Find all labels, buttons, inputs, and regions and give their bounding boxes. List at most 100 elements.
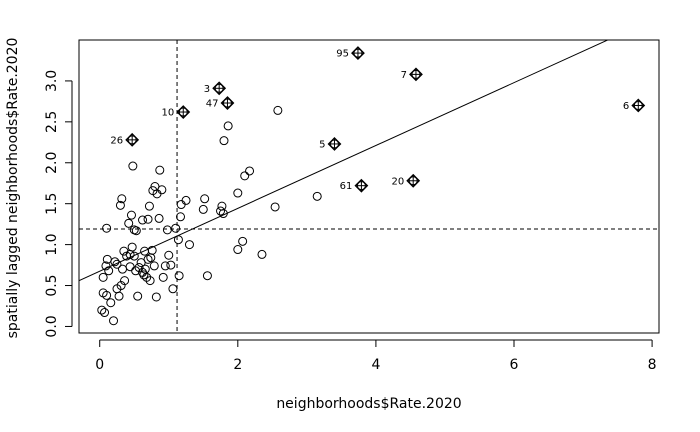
influential-point-label: 95 bbox=[336, 49, 349, 60]
data-point bbox=[174, 271, 184, 281]
data-point bbox=[233, 188, 243, 198]
data-point bbox=[146, 253, 156, 263]
data-point bbox=[104, 266, 114, 276]
x-tick-label: 2 bbox=[233, 357, 242, 373]
data-point bbox=[102, 290, 112, 300]
data-point bbox=[145, 276, 155, 286]
data-point bbox=[133, 291, 143, 301]
data-point bbox=[184, 240, 194, 250]
influential-point-label: 47 bbox=[206, 99, 219, 110]
data-point bbox=[154, 213, 164, 223]
plot-inner bbox=[79, 40, 659, 333]
data-point bbox=[240, 171, 250, 181]
data-point bbox=[127, 242, 137, 252]
data-point bbox=[143, 214, 153, 224]
data-point bbox=[102, 223, 112, 233]
data-point bbox=[238, 236, 248, 246]
data-point bbox=[117, 194, 127, 204]
influential-point bbox=[351, 46, 365, 61]
data-point bbox=[109, 316, 119, 326]
data-point bbox=[216, 206, 226, 216]
y-tick-label: 1.5 bbox=[44, 193, 60, 215]
data-point bbox=[176, 212, 185, 222]
influential-point bbox=[176, 105, 191, 119]
data-point bbox=[100, 308, 110, 318]
data-point bbox=[171, 223, 181, 233]
data-point bbox=[98, 272, 108, 282]
data-point bbox=[143, 254, 153, 264]
influential-point bbox=[125, 132, 140, 147]
influential-point bbox=[406, 173, 421, 188]
data-point bbox=[162, 225, 172, 235]
influential-point-label: 61 bbox=[340, 181, 353, 192]
y-tick-label: 2.5 bbox=[44, 111, 60, 133]
y-tick-label: 3.0 bbox=[44, 70, 60, 92]
y-axis-label: spatially lagged neighborhoods$Rate.2020 bbox=[5, 38, 21, 339]
data-point bbox=[131, 226, 141, 236]
x-tick-label: 4 bbox=[371, 357, 380, 373]
y-tick-label: 0.0 bbox=[44, 315, 60, 337]
influential-point-label: 3 bbox=[204, 84, 210, 95]
influential-point bbox=[212, 81, 227, 96]
influential-point bbox=[354, 178, 369, 193]
data-point bbox=[129, 251, 139, 261]
data-point bbox=[257, 249, 267, 259]
data-point bbox=[120, 276, 130, 286]
data-point bbox=[138, 215, 148, 225]
influential-point bbox=[220, 96, 235, 110]
influential-point-label: 10 bbox=[162, 108, 175, 119]
data-point bbox=[158, 272, 168, 282]
influential-point-label: 26 bbox=[110, 135, 123, 146]
data-point bbox=[160, 261, 170, 271]
data-point bbox=[245, 166, 255, 176]
y-axis: 0.0 0.5 1.0 1.5 2.0 2.5 3.0 bbox=[44, 70, 73, 338]
data-point bbox=[112, 259, 122, 269]
data-point bbox=[166, 260, 176, 270]
data-point bbox=[173, 235, 183, 245]
data-point bbox=[110, 257, 120, 267]
plot-region: 95 7 3 47 10 6 26 5 20 61 bbox=[78, 39, 660, 334]
x-axis-label: neighborhoods$Rate.2020 bbox=[276, 396, 461, 412]
data-point bbox=[168, 284, 178, 294]
data-point bbox=[155, 165, 165, 175]
y-tick-label: 1.0 bbox=[44, 233, 60, 255]
x-tick-label: 6 bbox=[510, 357, 519, 373]
influential-point-label: 5 bbox=[319, 139, 325, 150]
x-axis: 0 2 4 6 8 bbox=[95, 339, 657, 373]
data-point bbox=[131, 266, 141, 276]
data-point bbox=[202, 271, 212, 281]
data-point bbox=[97, 305, 107, 315]
data-point bbox=[124, 218, 134, 228]
y-tick-label: 2.0 bbox=[44, 152, 60, 174]
influential-point bbox=[631, 98, 646, 113]
data-point bbox=[219, 136, 229, 146]
data-point bbox=[142, 272, 152, 282]
data-point bbox=[273, 105, 283, 115]
data-point bbox=[139, 270, 149, 280]
data-point bbox=[151, 292, 161, 302]
data-point bbox=[198, 204, 208, 214]
data-point bbox=[312, 191, 322, 201]
data-point bbox=[115, 200, 125, 210]
data-point bbox=[181, 195, 191, 205]
data-point bbox=[128, 161, 138, 171]
data-point bbox=[164, 250, 174, 260]
data-point bbox=[218, 209, 228, 219]
influential-point bbox=[327, 137, 342, 151]
data-point bbox=[101, 261, 111, 271]
influential-point-label: 20 bbox=[391, 176, 404, 187]
data-point bbox=[270, 202, 280, 212]
influential-point bbox=[409, 67, 423, 82]
data-point bbox=[200, 194, 210, 204]
x-tick-label: 0 bbox=[95, 357, 104, 373]
data-point bbox=[152, 189, 162, 199]
data-point bbox=[223, 121, 233, 131]
data-point bbox=[233, 245, 243, 255]
data-point bbox=[126, 210, 136, 220]
plot-frame bbox=[78, 39, 660, 334]
influential-point-label: 7 bbox=[401, 70, 407, 81]
data-point bbox=[140, 246, 150, 256]
data-point bbox=[114, 291, 124, 301]
